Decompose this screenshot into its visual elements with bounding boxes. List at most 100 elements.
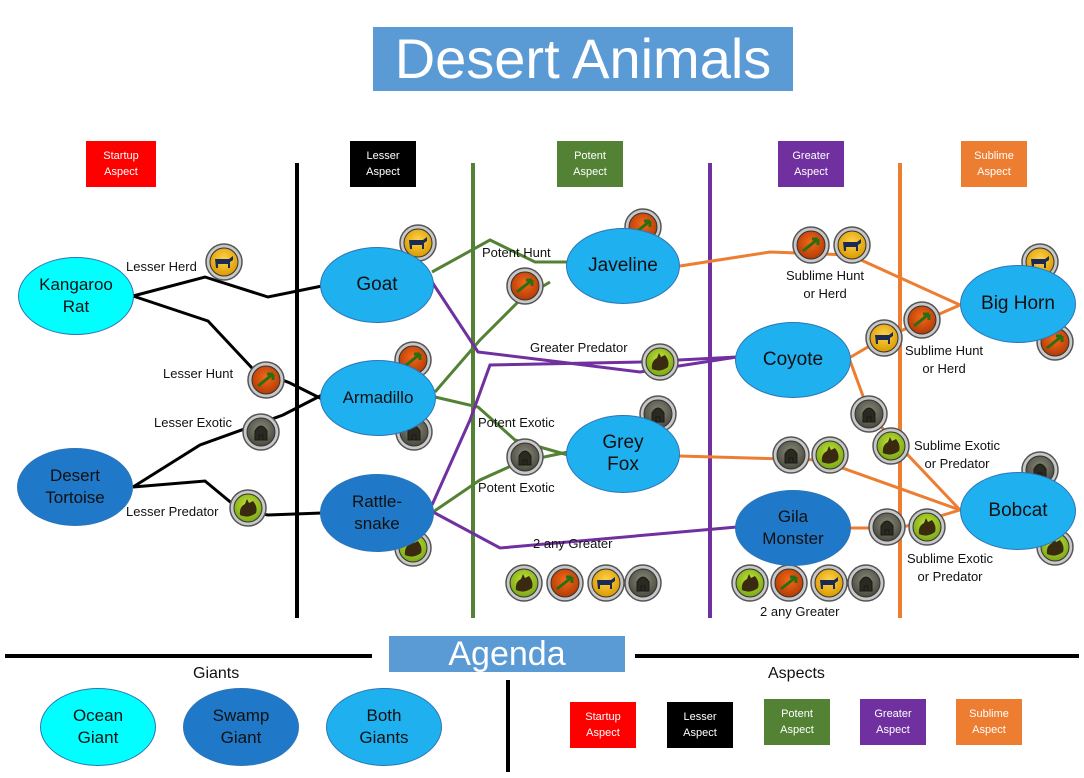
- aspect-header-label: Sublime: [974, 150, 1014, 162]
- edge-label-lesser-herd: Lesser Herd: [126, 259, 197, 274]
- node-label: Kangaroo Rat: [39, 275, 113, 316]
- predator-icon: [872, 427, 910, 465]
- exotic-icon-glyph: [880, 520, 894, 536]
- legend-aspect-lesser: Lesser Aspect: [667, 702, 733, 748]
- hunt-icon: [792, 226, 830, 264]
- herd-icon: [399, 224, 437, 262]
- edge-label-sublime-exotic-predator: Sublime Exotic or Predator: [907, 551, 993, 584]
- aspect-header-label: Aspect: [794, 166, 828, 178]
- hunt-icon: [770, 564, 808, 602]
- edge-label-sublime-hunt-herd: Sublime Hunt or Herd: [905, 343, 984, 376]
- edge-label-potent-exotic: Potent Exotic: [478, 480, 555, 495]
- aspect-header-greater: Greater Aspect: [778, 141, 844, 187]
- hunt-icon-glyph: [1046, 334, 1064, 350]
- exotic-icon: [850, 395, 888, 433]
- edge-label-sublime-exotic-predator: Sublime Exotic or Predator: [914, 438, 1000, 471]
- legend-ocean-giant: Ocean Giant: [40, 688, 156, 766]
- edge-label-potent-hunt: Potent Hunt: [482, 245, 551, 260]
- node-label: Javeline: [588, 255, 658, 276]
- herd-icon: [865, 319, 903, 357]
- legend-aspect-label: Lesser: [683, 711, 717, 723]
- edge-label-lesser-exotic: Lesser Exotic: [154, 415, 233, 430]
- aspect-header-potent: Potent Aspect: [557, 141, 623, 187]
- hunt-icon-glyph: [404, 352, 422, 368]
- page-title: Desert Animals: [373, 27, 793, 91]
- hunt-icon: [506, 267, 544, 305]
- aspect-header-label: Potent: [574, 150, 606, 162]
- exotic-icon: [624, 564, 662, 602]
- predator-icon-glyph: [741, 574, 759, 592]
- herd-icon-glyph: [215, 256, 233, 268]
- legend-aspect-label: Potent: [781, 708, 813, 720]
- hunt-icon-glyph: [556, 575, 574, 591]
- predator-icon-glyph: [239, 499, 257, 517]
- legend-label: Both Giants: [359, 706, 409, 747]
- giants-label: Giants: [193, 665, 240, 682]
- predator-icon-glyph: [882, 437, 900, 455]
- node-label: Gila Monster: [762, 507, 824, 548]
- predator-icon: [229, 489, 267, 527]
- node-label: Goat: [356, 274, 398, 295]
- exotic-icon: [506, 438, 544, 476]
- lesser-edges: [132, 275, 323, 517]
- herd-icon-glyph: [1031, 256, 1049, 268]
- hunt-icon-glyph: [913, 312, 931, 328]
- herd-icon-glyph: [875, 332, 893, 344]
- hunt-icon: [546, 564, 584, 602]
- edge-label-potent-exotic: Potent Exotic: [478, 415, 555, 430]
- exotic-icon: [772, 436, 810, 474]
- herd-icon-glyph: [843, 239, 861, 251]
- aspect-header-label: Aspect: [977, 166, 1011, 178]
- node-armadillo: Armadillo: [320, 360, 436, 436]
- node-gila-monster: Gila Monster: [735, 490, 851, 566]
- hunt-icon-glyph: [516, 278, 534, 294]
- exotic-icon: [868, 508, 906, 546]
- node-big-horn: Big Horn: [960, 265, 1076, 343]
- exotic-icon: [847, 564, 885, 602]
- agenda-title: Agenda: [389, 636, 625, 672]
- predator-icon-glyph: [821, 446, 839, 464]
- predator-icon-glyph: [1046, 538, 1064, 556]
- node-label: Desert Tortoise: [45, 466, 105, 507]
- predator-icon: [811, 436, 849, 474]
- node-label: Armadillo: [342, 388, 414, 407]
- aspect-header-startup: Startup Aspect: [86, 141, 156, 187]
- exotic-icon-glyph: [254, 425, 268, 441]
- aspect-header-label: Lesser: [366, 150, 400, 162]
- legend-swamp-giant: Swamp Giant: [183, 688, 299, 766]
- node-label: Grey Fox: [602, 432, 644, 475]
- predator-icon-glyph: [515, 574, 533, 592]
- herd-icon: [205, 243, 243, 281]
- predator-icon: [641, 343, 679, 381]
- predator-icon: [908, 508, 946, 546]
- predator-icon: [731, 564, 769, 602]
- exotic-icon-glyph: [518, 450, 532, 466]
- hunt-icon-glyph: [780, 575, 798, 591]
- edge-label-sublime-hunt-herd: Sublime Hunt or Herd: [786, 268, 865, 301]
- exotic-icon: [242, 413, 280, 451]
- exotic-icon-glyph: [862, 407, 876, 423]
- aspect-header-label: Startup: [103, 150, 139, 162]
- hunt-icon-glyph: [257, 372, 275, 388]
- predator-icon-glyph: [651, 353, 669, 371]
- legend-aspect-label: Aspect: [972, 724, 1006, 736]
- exotic-icon-glyph: [859, 576, 873, 592]
- node-label: Bobcat: [988, 500, 1048, 521]
- aspect-header-sublime: Sublime Aspect: [961, 141, 1027, 187]
- aspects-label: Aspects: [768, 665, 825, 682]
- hunt-icon: [903, 301, 941, 339]
- herd-icon: [587, 564, 625, 602]
- node-label: Rattle- snake: [351, 492, 403, 533]
- herd-icon-glyph: [409, 237, 427, 249]
- node-label: Coyote: [762, 349, 824, 370]
- herd-icon: [810, 564, 848, 602]
- aspect-header-lesser: Lesser Aspect: [350, 141, 416, 187]
- herd-icon-glyph: [597, 577, 615, 589]
- node-grey-fox: Grey Fox: [566, 415, 680, 493]
- potent-edges: [431, 238, 569, 514]
- aspect-header-label: Aspect: [366, 166, 400, 178]
- legend-label: Swamp Giant: [212, 706, 270, 747]
- aspect-header-label: Aspect: [104, 166, 138, 178]
- legend-aspect-label: Aspect: [586, 727, 620, 739]
- legend-aspect-label: Sublime: [969, 708, 1009, 720]
